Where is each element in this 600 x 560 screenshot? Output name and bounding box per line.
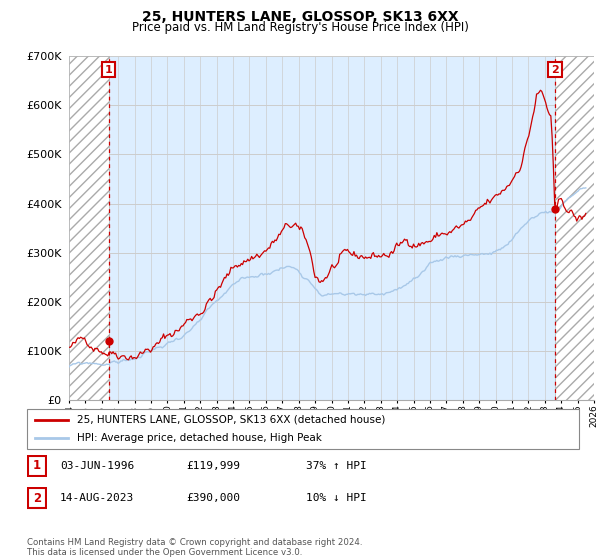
Text: 14-AUG-2023: 14-AUG-2023 [60,493,134,503]
Text: 2: 2 [33,492,41,505]
FancyBboxPatch shape [28,456,46,476]
Text: 10% ↓ HPI: 10% ↓ HPI [306,493,367,503]
Text: 1: 1 [33,459,41,473]
Text: £390,000: £390,000 [186,493,240,503]
Text: 37% ↑ HPI: 37% ↑ HPI [306,461,367,471]
FancyBboxPatch shape [27,409,579,449]
FancyBboxPatch shape [28,488,46,508]
Text: 1: 1 [105,64,113,74]
Bar [555,56,594,400]
Text: 2: 2 [551,64,559,74]
Text: 25, HUNTERS LANE, GLOSSOP, SK13 6XX: 25, HUNTERS LANE, GLOSSOP, SK13 6XX [142,10,458,24]
Bar [69,56,109,400]
Text: HPI: Average price, detached house, High Peak: HPI: Average price, detached house, High… [77,433,322,443]
Text: Contains HM Land Registry data © Crown copyright and database right 2024.
This d: Contains HM Land Registry data © Crown c… [27,538,362,557]
Text: 25, HUNTERS LANE, GLOSSOP, SK13 6XX (detached house): 25, HUNTERS LANE, GLOSSOP, SK13 6XX (det… [77,415,385,424]
Text: £119,999: £119,999 [186,461,240,471]
Text: Price paid vs. HM Land Registry's House Price Index (HPI): Price paid vs. HM Land Registry's House … [131,21,469,34]
Text: 03-JUN-1996: 03-JUN-1996 [60,461,134,471]
